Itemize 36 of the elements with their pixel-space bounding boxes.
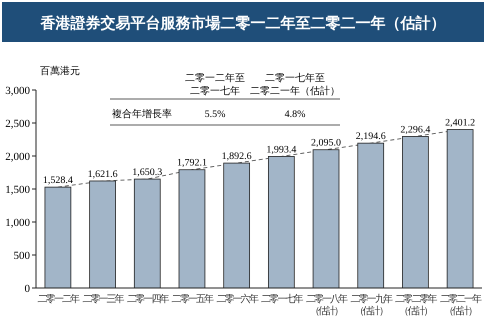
x-tick-label: 二零一九年（估計） (350, 293, 393, 317)
data-label: 1,621.6 (88, 168, 118, 180)
y-tick-label: 2,500 (5, 118, 30, 130)
x-tick-label: 二零一二年 (38, 293, 80, 305)
x-tick-label: 二零一八年（估計） (306, 293, 348, 317)
y-axis-title: 百萬港元 (40, 65, 80, 77)
x-tick-label: 二零一五年 (172, 293, 214, 305)
annotation: 4.8% (284, 109, 306, 120)
text: 二零一二年至 (185, 72, 245, 84)
data-label: 1,528.4 (42, 175, 73, 186)
annotation: 5.5% (204, 109, 226, 120)
y-tick-label: 0 (24, 283, 30, 295)
text: 二零一七年至 (265, 72, 325, 84)
y-tick-label: 2,000 (5, 151, 30, 163)
x-tick-label: 二零一六年 (216, 293, 259, 305)
y-tick-label: 1,000 (5, 217, 30, 229)
x-tick-label: 二零二一年（估計） (440, 293, 482, 317)
data-label: 2,194.6 (356, 131, 386, 142)
data-label: 2,095.0 (311, 138, 342, 149)
data-label: 1,650.3 (132, 167, 162, 178)
annotation: 二零二一年（估計） (250, 85, 340, 97)
x-tick-label: 二零二零年（估計） (395, 293, 438, 317)
data-label: 1,892.6 (222, 151, 252, 162)
y-tick-label: 1,500 (5, 184, 30, 196)
data-label: 1,993.4 (266, 144, 296, 156)
chart-title: 香港證券交易平台服務市場二零一二年至二零二一年（估計） (40, 14, 446, 32)
annotation: 複合年增長率 (112, 108, 172, 120)
data-label: 2,296.4 (400, 124, 430, 136)
x-tick-label: 二零一四年 (127, 293, 170, 305)
y-tick-label: 500 (14, 250, 30, 262)
data-label: 2,401.2 (445, 118, 476, 129)
y-tick-label: 3,000 (5, 85, 30, 97)
x-tick-label: 二零一七年 (261, 293, 304, 305)
annotation: 二零一七年 (190, 85, 240, 97)
data-label: 1,792.1 (176, 158, 207, 169)
x-tick-label: 二零一三年 (82, 293, 125, 305)
